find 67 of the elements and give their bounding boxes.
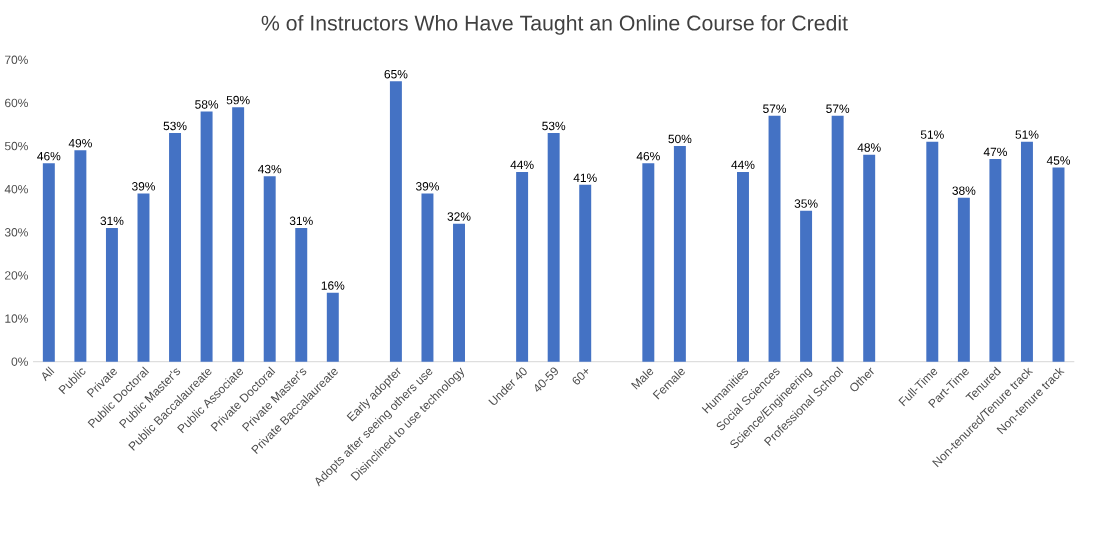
x-tick-label: 60+ [572, 368, 589, 385]
y-tick-label: 20% [5, 271, 28, 280]
chart-title: % of Instructors Who Have Taught an Online Course for Credit [261, 14, 848, 35]
bar [673, 146, 686, 362]
data-label: 31% [100, 216, 124, 226]
data-label: 43% [258, 164, 282, 174]
data-label: 51% [920, 130, 944, 139]
y-tick-label: 70% [5, 55, 28, 65]
y-tick-label: 50% [4, 141, 28, 151]
data-label: 50% [668, 134, 692, 144]
data-label: 16% [321, 281, 345, 290]
data-label: 51% [1015, 130, 1039, 139]
y-tick-label: 10% [5, 314, 28, 323]
data-label: 47% [983, 147, 1007, 157]
bar [926, 141, 939, 362]
bar [1020, 141, 1033, 362]
bar [389, 81, 402, 362]
bar [579, 184, 592, 362]
bar [642, 163, 655, 362]
bar [453, 223, 465, 362]
data-label: 44% [510, 160, 534, 169]
data-label: 48% [857, 143, 881, 152]
data-label: 46% [37, 151, 61, 161]
bar [831, 115, 844, 362]
data-label: 41% [573, 173, 597, 182]
data-label: 45% [1046, 156, 1071, 165]
bar [200, 111, 213, 362]
data-label: 39% [415, 182, 439, 191]
bar [263, 176, 276, 362]
y-tick-label: 40% [4, 184, 28, 194]
bar [863, 154, 876, 362]
bar [295, 227, 308, 362]
bar [42, 163, 55, 362]
bar [989, 158, 1002, 362]
bar [768, 115, 781, 362]
data-label: 65% [384, 69, 408, 79]
bar [74, 150, 87, 362]
bar [105, 227, 118, 362]
bar [957, 197, 970, 362]
data-label: 35% [794, 199, 818, 208]
data-label: 32% [447, 212, 471, 221]
data-label: 31% [289, 216, 313, 226]
bar [169, 133, 182, 362]
x-tick-label: All [42, 366, 55, 382]
y-tick-label: 60% [5, 98, 28, 108]
bar [137, 193, 150, 362]
data-label: 57% [826, 104, 850, 113]
data-label: 53% [163, 121, 187, 131]
data-label: 53% [542, 121, 566, 131]
bar [326, 292, 339, 362]
data-label: 57% [763, 104, 787, 113]
data-label: 49% [68, 138, 92, 148]
data-label: 46% [636, 151, 660, 161]
bar [421, 193, 434, 362]
bar [737, 171, 749, 362]
bar [232, 107, 245, 362]
data-label: 44% [731, 160, 755, 169]
bar [516, 171, 529, 362]
data-label: 39% [131, 182, 156, 191]
data-label: 38% [952, 186, 976, 195]
bar [800, 210, 813, 362]
y-tick-label: 0% [11, 357, 28, 366]
bar [1052, 167, 1065, 362]
data-label: 59% [226, 95, 250, 105]
data-label: 58% [195, 100, 219, 109]
y-tick-label: 30% [4, 228, 28, 237]
bar [547, 133, 560, 362]
